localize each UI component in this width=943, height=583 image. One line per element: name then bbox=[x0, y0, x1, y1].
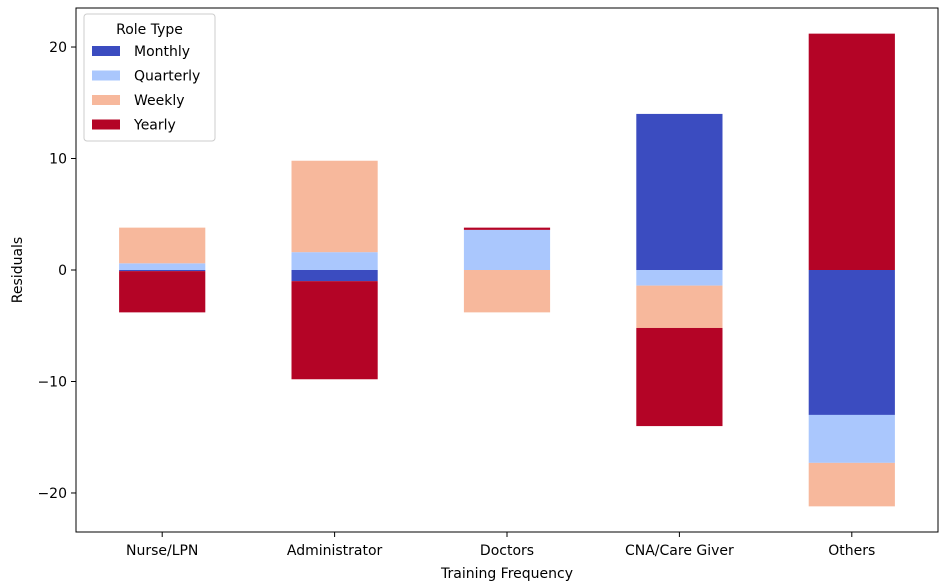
bar-quarterly-administrator bbox=[291, 252, 378, 270]
legend-label-weekly: Weekly bbox=[134, 93, 185, 109]
legend-swatch-yearly bbox=[92, 119, 120, 130]
bar-weekly-doctors bbox=[463, 270, 551, 313]
legend-swatch-monthly bbox=[92, 46, 120, 56]
x-tick-label: CNA/Care Giver bbox=[625, 543, 734, 559]
bar-quarterly-others bbox=[808, 414, 895, 463]
bar-yearly-administrator bbox=[291, 281, 378, 380]
y-tick-label: −20 bbox=[37, 486, 67, 502]
y-axis: −20 −10 0 10 20 bbox=[37, 40, 76, 502]
legend-swatch-quarterly bbox=[92, 70, 120, 81]
legend-label-yearly: Yearly bbox=[133, 118, 176, 134]
legend-swatch-weekly bbox=[92, 95, 120, 105]
bar-yearly-nurse-lpn bbox=[119, 271, 206, 313]
y-axis-label: Residuals bbox=[10, 237, 26, 303]
legend-label-quarterly: Quarterly bbox=[134, 69, 200, 85]
y-tick-label: 20 bbox=[49, 40, 67, 56]
y-tick-label: 10 bbox=[49, 152, 67, 168]
x-tick-label: Others bbox=[828, 543, 875, 559]
bar-monthly-administrator bbox=[291, 270, 378, 282]
legend-label-monthly: Monthly bbox=[134, 44, 190, 60]
bar-yearly-others bbox=[808, 33, 895, 271]
x-axis-label: Training Frequency bbox=[440, 566, 573, 582]
bar-yearly-cna-care-giver bbox=[636, 327, 723, 427]
bar-weekly-administrator bbox=[291, 160, 378, 253]
x-tick-label: Nurse/LPN bbox=[126, 543, 198, 559]
bar-quarterly-doctors bbox=[463, 229, 551, 270]
bar-monthly-cna-care-giver bbox=[636, 113, 723, 271]
bar-yearly-doctors bbox=[463, 227, 551, 230]
y-tick-label: −10 bbox=[37, 374, 67, 390]
bar-weekly-cna-care-giver bbox=[636, 285, 723, 328]
bar-monthly-others bbox=[808, 270, 895, 415]
legend-title: Role Type bbox=[116, 22, 183, 38]
bar-quarterly-nurse-lpn bbox=[119, 263, 206, 270]
legend: Role Type Monthly Quarterly Weekly Yearly bbox=[83, 13, 216, 142]
x-tick-label: Administrator bbox=[287, 543, 383, 559]
bar-weekly-nurse-lpn bbox=[119, 227, 206, 264]
x-tick-label: Doctors bbox=[480, 543, 534, 559]
bar-quarterly-cna-care-giver bbox=[636, 270, 723, 286]
x-axis: Nurse/LPN Administrator Doctors CNA/Care Gi… bbox=[126, 532, 875, 559]
legend-box bbox=[83, 13, 216, 142]
y-tick-label: 0 bbox=[58, 263, 67, 279]
bar-monthly-nurse-lpn bbox=[119, 270, 206, 272]
bar-weekly-others bbox=[808, 462, 895, 507]
bars-group bbox=[119, 33, 895, 507]
